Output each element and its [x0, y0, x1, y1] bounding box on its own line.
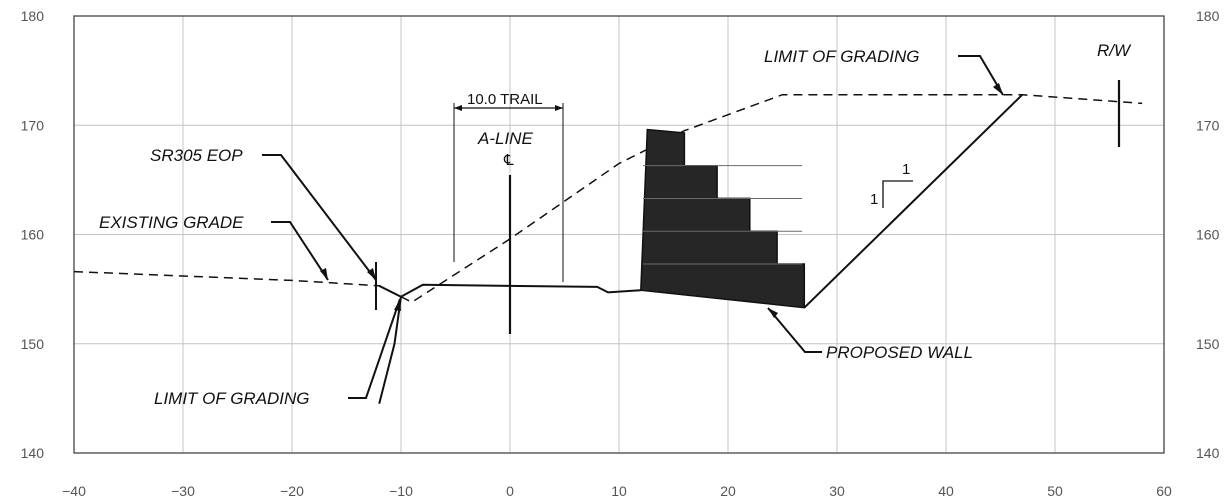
axis-ticks: −40 −30 −20 −10 0 10 20 30 40 50 60 140 150 160 170 180… — [21, 8, 1220, 499]
trail-arrow-left — [454, 105, 462, 111]
wall-arrowhead — [768, 308, 778, 318]
a-line-label: A-LINE — [477, 129, 533, 148]
plot-grid — [73, 15, 1165, 454]
rw-label: R/W — [1097, 41, 1132, 60]
existing-grade-leader — [271, 221, 329, 281]
y-tick-label-right: 150 — [1196, 336, 1220, 352]
existing-grade-arrowhead — [320, 268, 328, 280]
profile-lines — [73, 93, 1143, 405]
slope-rise-label: 1 — [870, 191, 878, 208]
proposed-grade-line-2 — [378, 296, 402, 405]
y-tick-label-left: 150 — [21, 336, 45, 352]
limit-bottom-arrowhead — [394, 299, 401, 311]
x-tick-label: 30 — [829, 483, 845, 499]
x-tick-label: −20 — [280, 483, 304, 499]
limit-top-leader — [958, 55, 1004, 96]
x-tick-label: −30 — [171, 483, 195, 499]
x-tick-label: 50 — [1047, 483, 1063, 499]
y-tick-label-right: 170 — [1196, 117, 1220, 133]
y-tick-label-left: 160 — [21, 227, 45, 243]
plot-frame — [73, 15, 1165, 454]
sr305-eop-label: SR305 EOP — [150, 146, 243, 165]
y-tick-label-left: 140 — [21, 445, 45, 461]
existing-grade-line-0 — [73, 93, 1143, 304]
x-tick-label: 20 — [720, 483, 736, 499]
y-tick-label-left: 170 — [21, 117, 45, 133]
x-tick-label: 40 — [938, 483, 954, 499]
proposed-grade-line-3 — [803, 93, 1023, 309]
x-tick-label: −10 — [389, 483, 413, 499]
y-tick-label-left: 180 — [21, 8, 45, 24]
x-tick-label: 0 — [506, 483, 514, 499]
proposed-wall-label: PROPOSED WALL — [826, 343, 973, 362]
limit-top-arrowhead — [993, 83, 1003, 95]
leader-arrowheads — [320, 83, 1003, 318]
markers — [375, 80, 1121, 334]
slope-triangle — [882, 180, 913, 208]
proposed-wall — [640, 128, 806, 309]
sr305-leader — [262, 154, 377, 281]
proposed-wall-shape — [640, 128, 806, 309]
x-tick-label: −40 — [62, 483, 86, 499]
y-tick-label-right: 160 — [1196, 227, 1220, 243]
y-tick-label-right: 180 — [1196, 8, 1220, 24]
y-tick-label-right: 140 — [1196, 445, 1220, 461]
trail-width-label: 10.0 TRAIL — [467, 91, 543, 108]
limit-bottom-leader — [348, 298, 401, 399]
leader-lines — [262, 55, 1004, 399]
centerline-symbol: ℄ — [503, 152, 514, 169]
limit-of-grading-top-label: LIMIT OF GRADING — [764, 47, 920, 66]
limit-of-grading-bottom-label: LIMIT OF GRADING — [154, 389, 310, 408]
x-tick-label: 60 — [1156, 483, 1172, 499]
sr305-arrowhead — [367, 268, 376, 280]
slope-run-label: 1 — [902, 161, 910, 178]
wall-leader — [767, 307, 822, 353]
annotations: LIMIT OF GRADING R/W 10.0 TRAIL A-LINE ℄… — [99, 41, 1132, 408]
x-tick-label: 10 — [611, 483, 627, 499]
trail-arrow-right — [555, 105, 563, 111]
existing-grade-label: EXISTING GRADE — [99, 213, 244, 232]
